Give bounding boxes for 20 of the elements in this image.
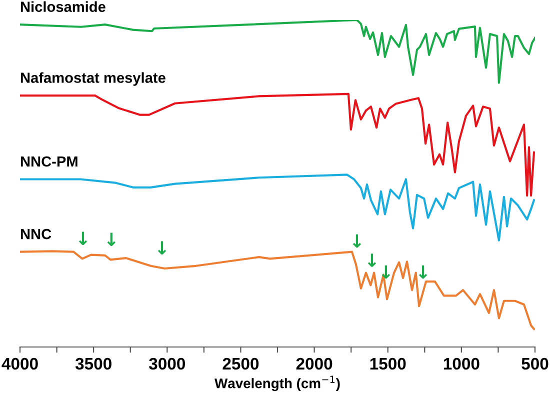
- annotation: ↓: [352, 234, 362, 248]
- x-tick-label: 3500: [75, 358, 112, 370]
- x-tick-label: 1000: [444, 358, 480, 370]
- series-label: NNC-PM: [20, 156, 78, 167]
- x-tick-label: 3000: [148, 358, 185, 370]
- x-tick-label: 4000: [2, 358, 38, 370]
- annotation: ↓: [382, 265, 390, 279]
- x-axis-title: Wavelength (cm$^{−1}$): [214, 376, 340, 392]
- x-tick-label: 500: [522, 358, 548, 370]
- annotation: ↓: [107, 232, 116, 246]
- annotation: ↓: [78, 232, 88, 245]
- x-tick-label: 1500: [370, 358, 406, 370]
- annotation: ↓: [368, 254, 376, 267]
- series-label: NNC: [20, 228, 52, 240]
- annotation: ↓: [158, 241, 166, 254]
- x-tick-label: 2500: [222, 358, 259, 370]
- x-tick-label: 2000: [296, 358, 332, 370]
- series-label: Nafamostat mesylate: [20, 72, 166, 86]
- series-label: Niclosamide: [20, 1, 106, 12]
- annotation: ↓: [418, 265, 428, 279]
